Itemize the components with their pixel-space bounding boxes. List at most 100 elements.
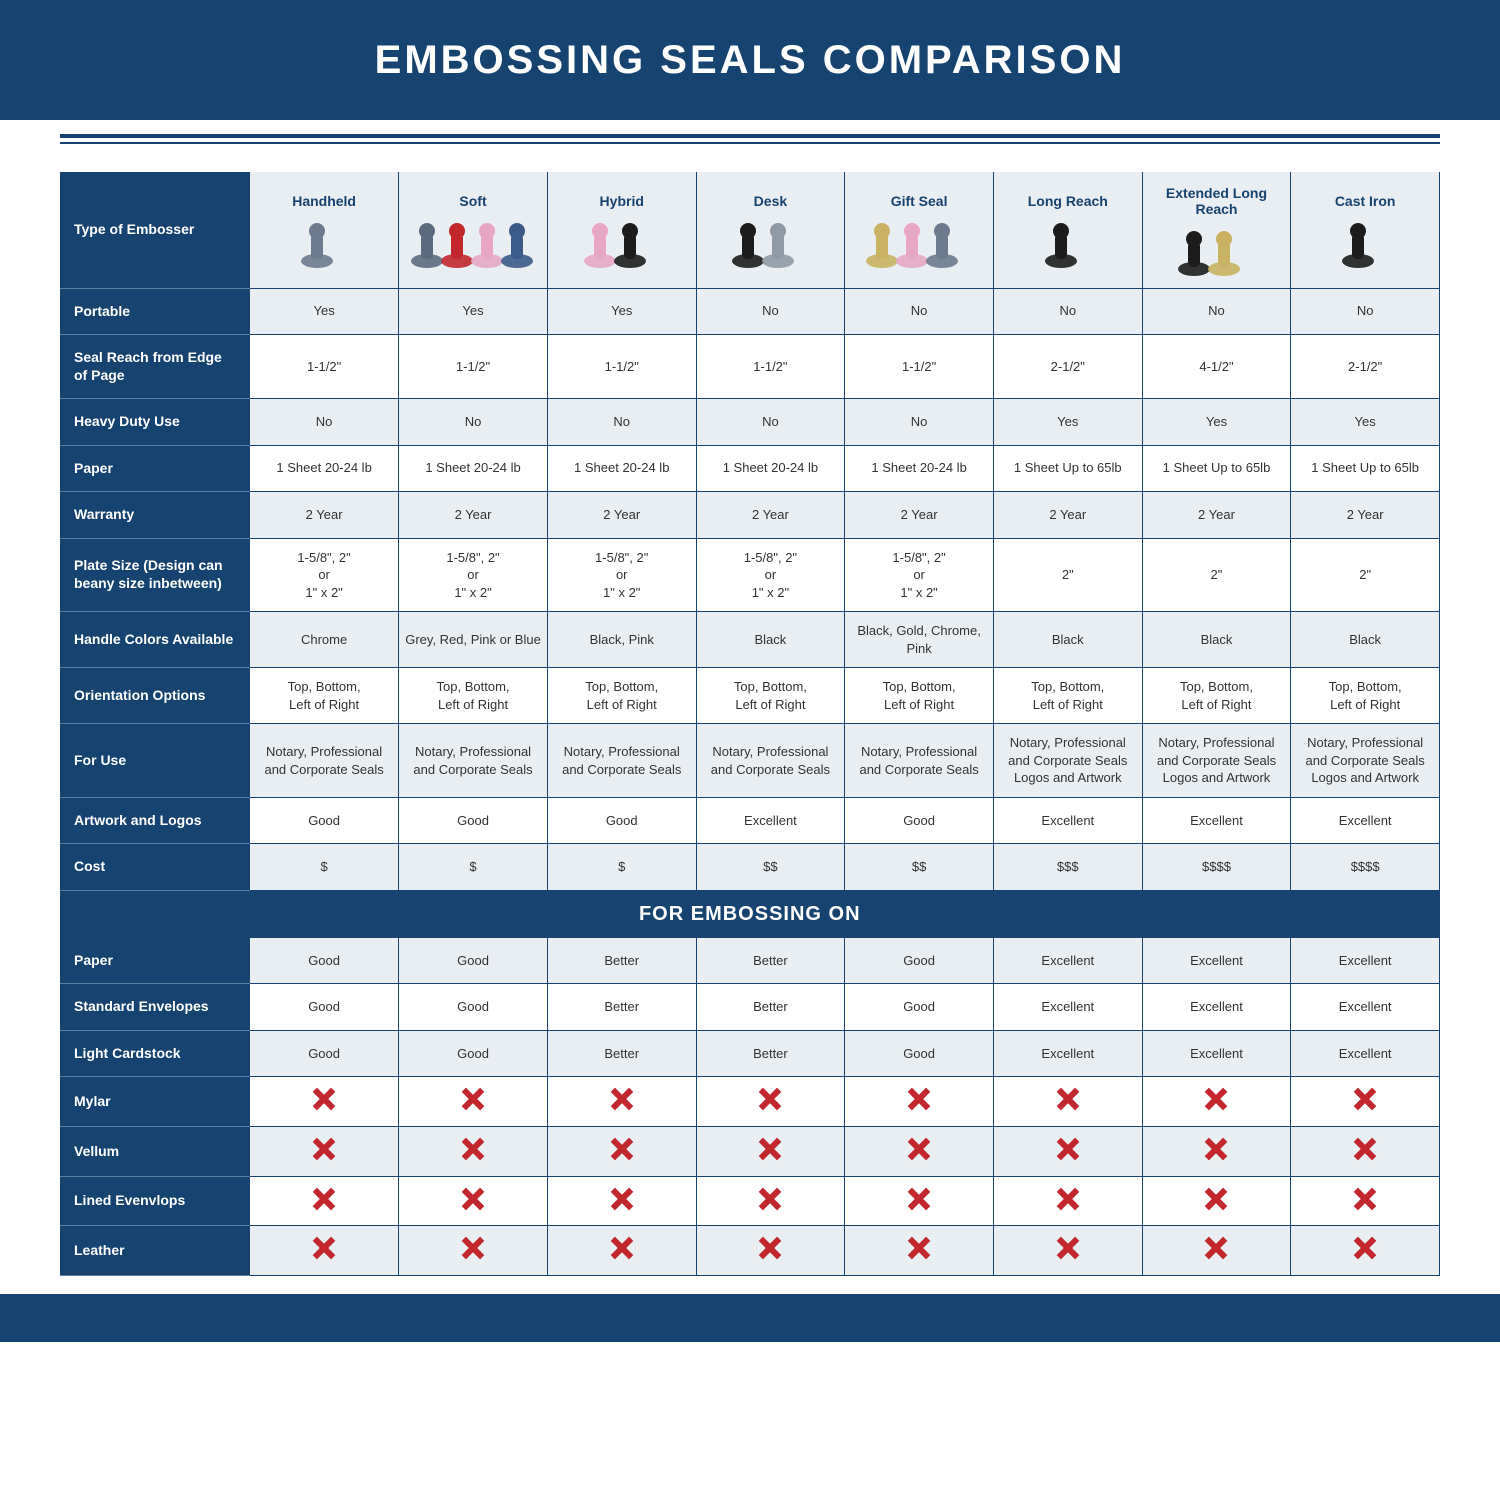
not-supported-icon [1056, 1137, 1080, 1161]
table-cell: No [993, 288, 1142, 335]
table-cell: 1-5/8", 2"or1" x 2" [250, 538, 399, 612]
table-cell: Top, Bottom,Left of Right [1291, 668, 1440, 724]
table-cell [547, 1127, 696, 1177]
table-cell: Better [547, 938, 696, 984]
table-cell: 1-1/2" [845, 335, 994, 399]
table-cell: 2 Year [250, 492, 399, 539]
table-cell: Black, Gold, Chrome, Pink [845, 612, 994, 668]
column-label: Long Reach [998, 193, 1138, 209]
not-supported-icon [1353, 1137, 1377, 1161]
table-cell [1142, 1127, 1291, 1177]
table-cell: Good [399, 938, 548, 984]
table-cell: 1-1/2" [547, 335, 696, 399]
not-supported-icon [1056, 1087, 1080, 1111]
not-supported-icon [907, 1187, 931, 1211]
table-cell [1291, 1127, 1440, 1177]
table-cell: Yes [399, 288, 548, 335]
table-cell: Black [1291, 612, 1440, 668]
table-cell: 1 Sheet 20-24 lb [399, 445, 548, 492]
row-header: Light Cardstock [60, 1030, 250, 1077]
column-header: Hybrid [547, 172, 696, 288]
not-supported-icon [1353, 1187, 1377, 1211]
table-cell: Excellent [993, 984, 1142, 1031]
not-supported-icon [758, 1236, 782, 1260]
table-cell [250, 1127, 399, 1177]
table-cell: 2-1/2" [993, 335, 1142, 399]
not-supported-icon [907, 1137, 931, 1161]
longreach-icon [998, 213, 1138, 269]
extlongreach-icon [1147, 221, 1287, 277]
page-title-band: EMBOSSING SEALS COMPARISON [0, 0, 1500, 120]
table-cell: Black [1142, 612, 1291, 668]
table-cell: Excellent [1291, 1030, 1440, 1077]
table-cell: $$ [845, 844, 994, 891]
row-header: Portable [60, 288, 250, 335]
table-cell: $$$ [993, 844, 1142, 891]
table-cell: Top, Bottom,Left of Right [399, 668, 548, 724]
table-cell: No [845, 399, 994, 446]
table-cell: 2 Year [696, 492, 845, 539]
gift-icon [849, 213, 989, 269]
table-cell [1142, 1226, 1291, 1276]
table-cell: Good [250, 1030, 399, 1077]
row-header: Vellum [60, 1127, 250, 1177]
table-cell: 1 Sheet 20-24 lb [250, 445, 399, 492]
table-cell: Yes [1291, 399, 1440, 446]
row-header: Paper [60, 445, 250, 492]
table-cell: Excellent [1291, 797, 1440, 844]
table-cell: Good [250, 984, 399, 1031]
table-cell: Good [845, 938, 994, 984]
row-header: Plate Size (Design can beany size inbetw… [60, 538, 250, 612]
table-cell: Notary, Professional and Corporate Seals [399, 724, 548, 798]
row-header: Mylar [60, 1077, 250, 1127]
not-supported-icon [610, 1137, 634, 1161]
table-cell: Notary, Professional and Corporate Seals [250, 724, 399, 798]
table-cell: 1-5/8", 2"or1" x 2" [547, 538, 696, 612]
row-header: Standard Envelopes [60, 984, 250, 1031]
row-header: Seal Reach from Edge of Page [60, 335, 250, 399]
table-cell: Better [547, 984, 696, 1031]
table-cell [993, 1127, 1142, 1177]
table-cell: Better [547, 1030, 696, 1077]
table-cell: No [547, 399, 696, 446]
not-supported-icon [1056, 1187, 1080, 1211]
table-cell: 1 Sheet 20-24 lb [696, 445, 845, 492]
table-cell: No [1291, 288, 1440, 335]
table-cell: Excellent [1142, 1030, 1291, 1077]
column-label: Extended Long Reach [1147, 185, 1287, 217]
not-supported-icon [1204, 1187, 1228, 1211]
table-cell: Better [696, 1030, 845, 1077]
handheld-icon [254, 213, 394, 269]
table-cell: Notary, Professional and Corporate Seals [696, 724, 845, 798]
table-cell [1291, 1226, 1440, 1276]
table-cell: No [696, 288, 845, 335]
title-rule [0, 134, 1500, 144]
table-cell: Notary, Professional and Corporate Seals… [1291, 724, 1440, 798]
not-supported-icon [312, 1087, 336, 1111]
table-cell: Top, Bottom,Left of Right [250, 668, 399, 724]
not-supported-icon [461, 1236, 485, 1260]
table-cell [993, 1176, 1142, 1226]
not-supported-icon [1204, 1236, 1228, 1260]
table-cell: $$ [696, 844, 845, 891]
table-cell: Better [696, 984, 845, 1031]
table-cell: Good [250, 938, 399, 984]
table-cell: Notary, Professional and Corporate Seals [547, 724, 696, 798]
column-header: Handheld [250, 172, 399, 288]
table-cell: Notary, Professional and Corporate Seals… [993, 724, 1142, 798]
not-supported-icon [461, 1137, 485, 1161]
not-supported-icon [610, 1187, 634, 1211]
column-label: Handheld [254, 193, 394, 209]
not-supported-icon [1204, 1087, 1228, 1111]
row-header: Lined Evenvlops [60, 1176, 250, 1226]
castiron-icon [1295, 213, 1435, 269]
row-header: Orientation Options [60, 668, 250, 724]
comparison-table: Type of EmbosserHandheld Soft [60, 172, 1440, 1276]
table-cell: Top, Bottom,Left of Right [696, 668, 845, 724]
table-cell [993, 1077, 1142, 1127]
column-label: Gift Seal [849, 193, 989, 209]
table-cell: Top, Bottom,Left of Right [547, 668, 696, 724]
table-cell: Excellent [993, 797, 1142, 844]
table-cell: Black [696, 612, 845, 668]
column-header: Extended Long Reach [1142, 172, 1291, 288]
